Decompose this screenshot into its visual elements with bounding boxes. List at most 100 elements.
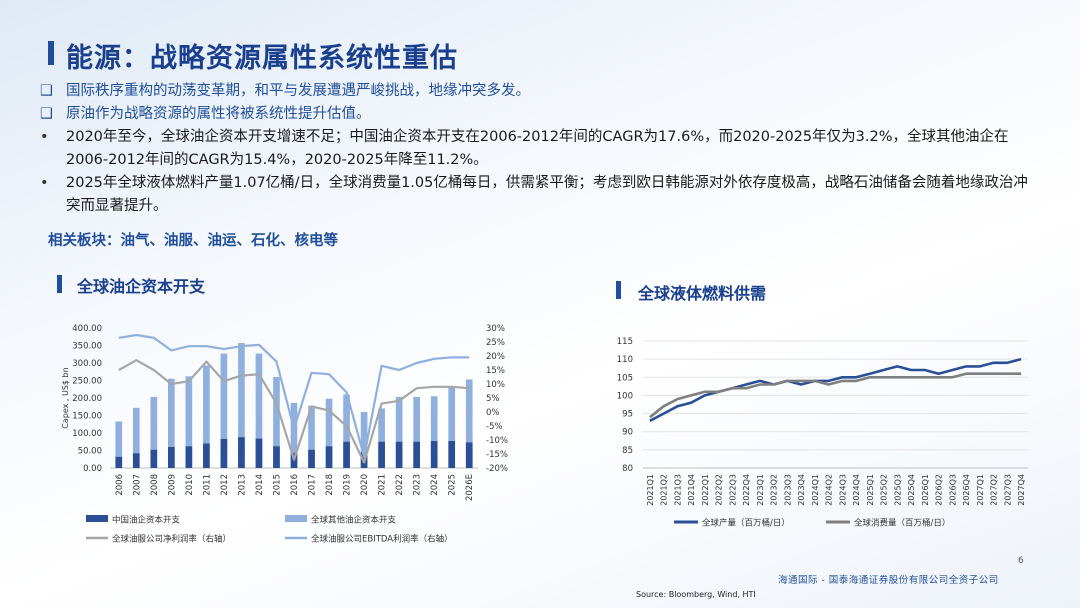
x-tick-label: 2024Q4 <box>852 474 861 506</box>
y2-tick-label: 30% <box>486 324 505 334</box>
bullet-item: • 2020年至今，全球油企资本开支增速不足；中国油企资本开支在2006-201… <box>40 126 1030 172</box>
bar-other-capex <box>378 408 385 468</box>
x-tick-label: 2027Q1 <box>976 474 985 506</box>
chart2-title: 全球液体燃料供需 <box>638 284 767 303</box>
x-tick-label: 2013 <box>237 474 247 496</box>
bar-china-capex <box>273 446 280 468</box>
bar-china-capex <box>413 441 420 468</box>
x-tick-label: 2012 <box>220 474 230 496</box>
x-tick-label: 2027Q4 <box>1017 474 1026 506</box>
y-tick-label: 100 <box>617 391 633 401</box>
bar-other-capex <box>343 394 350 468</box>
bar-china-capex <box>325 446 333 468</box>
bar-other-capex <box>325 398 333 468</box>
x-tick-label: 2026Q4 <box>962 474 971 506</box>
x-tick-label: 2022Q1 <box>701 474 710 506</box>
x-tick-label: 2024 <box>430 474 440 496</box>
y2-tick-label: 15% <box>486 366 505 376</box>
x-tick-label: 2024Q2 <box>825 474 834 506</box>
x-tick-label: 2027Q2 <box>990 474 999 506</box>
y-tick-label: 350.00 <box>72 342 102 352</box>
x-tick-label: 2025 <box>448 474 458 496</box>
y-tick-label: 110 <box>617 355 633 365</box>
bullet-item: ❑ 原油作为战略资源的属性将被系统性提升估值。 <box>40 103 1030 126</box>
x-tick-label: 2021Q1 <box>646 474 655 506</box>
bar-china-capex <box>220 438 228 468</box>
bar-other-capex <box>220 353 228 468</box>
y2-tick-label: -10% <box>486 436 508 446</box>
legend-label: 全球其他油企资本开支 <box>311 515 397 526</box>
bar-other-capex <box>185 376 193 468</box>
y-tick-label: 200.00 <box>72 394 102 404</box>
checkbox-bullet-icon: ❑ <box>40 106 53 122</box>
y2-tick-label: -15% <box>486 450 508 460</box>
bar-china-capex <box>168 447 175 468</box>
source-note: Source: Bloomberg, Wind, HTI <box>636 590 756 599</box>
x-tick-label: 2014 <box>255 474 265 496</box>
legend-swatch <box>285 515 307 522</box>
x-tick-label: 2023Q4 <box>797 474 806 506</box>
x-tick-label: 2025Q3 <box>893 474 902 506</box>
bar-other-capex <box>255 353 263 468</box>
x-tick-label: 2024Q3 <box>838 474 847 506</box>
x-tick-label: 2011 <box>202 474 212 496</box>
bullet-text: 国际秩序重构的动荡变革期，和平与发展遭遇严峻挑战，地缘冲突多发。 <box>66 83 530 99</box>
y-tick-label: 105 <box>617 373 633 383</box>
x-tick-label: 2026E <box>465 474 475 501</box>
x-tick-label: 2022 <box>395 474 405 496</box>
legend-label: 全球消费量（百万桶/日） <box>854 518 950 529</box>
x-tick-label: 2021Q4 <box>687 474 696 506</box>
bar-other-capex <box>238 343 245 468</box>
chart2-accent-bar <box>616 281 621 299</box>
x-tick-label: 2022Q4 <box>742 474 751 506</box>
legend-label: 全球油服公司净利润率（右轴） <box>112 534 231 545</box>
x-tick-label: 2016 <box>290 474 300 496</box>
x-tick-label: 2015 <box>272 474 282 496</box>
bar-other-capex <box>465 379 473 468</box>
title-accent-bar <box>48 41 54 65</box>
chart1-title: 全球油企资本开支 <box>77 277 206 296</box>
x-tick-label: 2026Q3 <box>948 474 957 506</box>
page-number: 6 <box>1018 556 1024 566</box>
bar-other-capex <box>150 396 158 468</box>
bar-china-capex <box>150 449 158 468</box>
bar-china-capex <box>378 441 385 468</box>
bar-china-capex <box>430 441 438 468</box>
x-tick-label: 2023Q2 <box>770 474 779 506</box>
checkbox-bullet-icon: ❑ <box>40 83 53 99</box>
capex-chart: 0.00 50.00 100.00 150.00 200.00 250.00 300.00 3… <box>61 324 508 545</box>
bar-china-capex <box>255 438 263 468</box>
bullet-text: 原油作为战略资源的属性将被系统性提升估值。 <box>66 106 371 122</box>
legend-label: 全球油服公司EBITDA利润率（右轴） <box>311 534 453 545</box>
x-tick-label: 2021 <box>378 474 388 496</box>
x-tick-label: 2020 <box>360 474 370 496</box>
y2-tick-label: 5% <box>486 394 500 404</box>
bar-other-capex <box>308 405 315 468</box>
bar-china-capex <box>308 449 315 468</box>
x-tick-label: 2017 <box>308 474 318 496</box>
chart1-accent-bar <box>57 275 62 293</box>
bar-other-capex <box>395 396 403 468</box>
bar-china-capex <box>465 442 473 468</box>
bar-other-capex <box>448 386 456 468</box>
y2-tick-label: 0% <box>486 408 500 418</box>
x-tick-label: 2026Q2 <box>935 474 944 506</box>
ebitda-margin-line <box>118 333 470 458</box>
y-tick-label: 85 <box>622 446 633 456</box>
x-tick-label: 2025Q4 <box>907 474 916 506</box>
y2-tick-label: 25% <box>486 338 505 348</box>
x-tick-label: 2026Q1 <box>921 474 930 506</box>
x-tick-label: 2023 <box>413 474 423 496</box>
net-margin-line <box>118 359 470 464</box>
bar-other-capex <box>203 365 210 468</box>
y-axis-label: Capex , US$ bn <box>61 367 70 428</box>
y-tick-label: 80 <box>622 464 633 474</box>
y-tick-label: 100.00 <box>72 429 102 439</box>
x-tick-label: 2009 <box>167 474 177 496</box>
bar-other-capex <box>168 378 175 468</box>
y2-tick-label: -20% <box>486 464 508 474</box>
x-tick-label: 2008 <box>150 474 160 496</box>
x-tick-label: 2025Q1 <box>866 474 875 506</box>
